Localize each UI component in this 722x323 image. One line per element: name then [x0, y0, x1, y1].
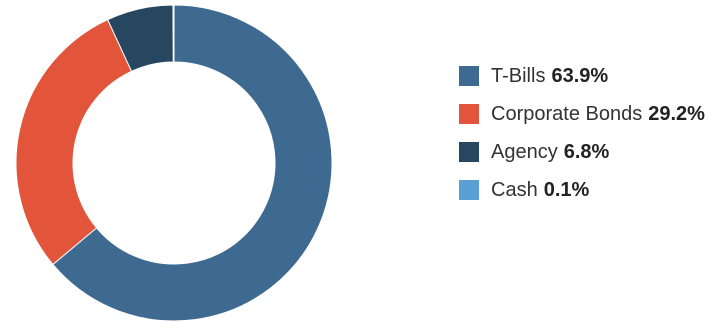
donut-slice-corporate-bonds: [15, 18, 133, 266]
legend-label: Corporate Bonds: [491, 102, 643, 125]
legend-value: 63.9%: [551, 64, 609, 87]
legend: T-Bills 63.9% Corporate Bonds 29.2% Agen…: [459, 64, 705, 202]
donut-slice-cash: [172, 4, 175, 63]
legend-label: T-Bills: [491, 64, 546, 87]
legend-swatch-cash: [459, 180, 479, 200]
legend-swatch-agency: [459, 142, 479, 162]
legend-label: Cash: [491, 178, 538, 201]
donut-chart: [15, 4, 333, 322]
legend-label: Agency: [491, 140, 558, 163]
legend-item-t-bills: T-Bills 63.9%: [459, 64, 705, 88]
legend-value: 6.8%: [563, 140, 610, 163]
legend-swatch-t-bills: [459, 66, 479, 86]
legend-swatch-corporate-bonds: [459, 104, 479, 124]
legend-item-corporate-bonds: Corporate Bonds 29.2%: [459, 102, 705, 126]
legend-value: 0.1%: [543, 178, 590, 201]
legend-item-agency: Agency 6.8%: [459, 140, 705, 164]
legend-value: 29.2%: [648, 102, 705, 125]
donut-slice-t-bills: [52, 4, 333, 322]
legend-item-cash: Cash 0.1%: [459, 178, 705, 202]
